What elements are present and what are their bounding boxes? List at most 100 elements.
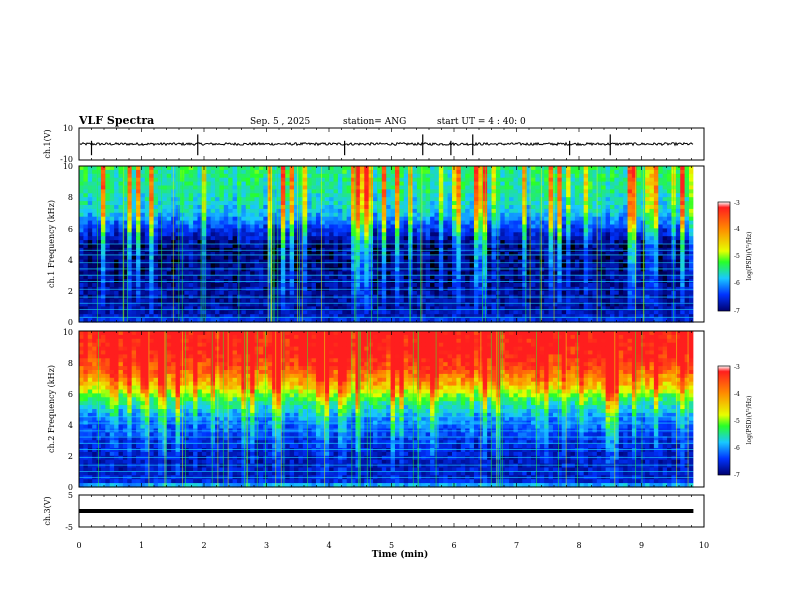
spectrogram-cell [105,169,111,175]
spectrogram-cell [478,283,484,288]
spectrogram-cell [522,275,528,280]
spectrogram-cell [346,290,352,296]
spectrogram-cell [197,283,203,288]
spectrogram-cell [184,181,190,187]
spectrogram-cell [210,201,216,206]
spectrogram-cell [465,267,471,272]
spectrogram-cell [131,290,137,296]
spectrogram-cell [478,236,484,241]
spectrogram-cell [658,181,664,187]
spectrogram-cell [548,208,554,214]
spectrogram-cell [381,244,387,249]
spectrogram-cell [412,169,418,175]
spectrogram-cell [232,236,238,241]
spectrogram-cell [364,298,370,304]
spectrogram-cell [280,232,286,237]
spectrogram-cell [601,193,607,198]
spectrogram-cell [552,177,558,183]
spectrogram-cell [636,263,642,268]
spectrogram-cell [390,205,396,210]
spectrogram-cell [377,275,383,280]
spectrogram-cell [680,251,686,257]
spectrogram-cell [390,185,396,190]
spectrogram-cell [285,169,291,175]
spectrogram-cell [443,244,449,249]
spectrogram-cell [100,228,106,233]
spectrogram-cell [324,275,330,280]
spectrogram-cell [684,181,690,187]
spectrogram-cell [539,177,545,183]
spectrogram-cell [267,290,273,296]
spectrogram-cell [294,267,300,272]
spectrogram-cell [443,275,449,280]
spectrogram-cell [614,193,620,198]
spectrogram-cell [443,220,449,226]
spectrogram-cell [184,193,190,198]
spectrogram-cell [500,197,506,202]
spectrogram-cell [373,259,379,265]
spectrogram-cell [513,259,519,265]
spectrogram-cell [627,166,633,171]
spectrogram-cell [517,263,523,268]
spectrogram-cell [390,232,396,237]
spectrogram-cell [478,185,484,190]
spectrogram-cell [87,283,93,288]
spectrogram-cell [149,166,155,171]
spectrogram-cell [500,255,506,261]
spectrogram-cell [276,181,282,187]
spectrogram-cell [592,212,598,218]
spectrogram-cell [241,166,247,171]
ch1-spectrogram-panel: 0 2 4 6 8 10 ch.1 Frequency (kHz) -3 -4 … [47,162,753,327]
spectrogram-cell [430,232,436,237]
spectrogram-cell [197,232,203,237]
spectrogram-cell [140,169,146,175]
spectrogram-cell [491,228,497,233]
spectrogram-cell [605,205,611,210]
spectrogram-cell [618,240,624,245]
spectrogram-cell [588,236,594,241]
spectrogram-cell [416,228,422,233]
spectrogram-cell [592,240,598,245]
spectrogram-cell [311,185,317,190]
spectrogram-cell [478,189,484,194]
spectrogram-cell [535,267,541,272]
spectrogram-cell [592,220,598,226]
spectrogram-cell [136,267,142,272]
spectrogram-cell [359,189,365,194]
spectrogram-cell [197,290,203,296]
spectrogram-cell [219,263,225,268]
spectrogram-cell [605,169,611,175]
spectrogram-cell [605,263,611,268]
spectrogram-cell [412,251,418,257]
spectrogram-cell [653,298,659,304]
spectrogram-cell [438,244,444,249]
spectrogram-cell [662,251,668,257]
spectrogram-cell [210,263,216,268]
spectrogram-cell [588,275,594,280]
spectrogram-cell [680,169,686,175]
spectrogram-cell [337,263,343,268]
spectrogram-cell [425,166,431,171]
spectrogram-cell [574,298,580,304]
spectrogram-cell [561,263,567,268]
spectrogram-cell [307,197,313,202]
spectrogram-cell [228,263,234,268]
spectrogram-cell [667,193,673,198]
spectrogram-cell [166,208,172,214]
spectrogram-cell [377,263,383,268]
spectrogram-cell [614,185,620,190]
spectrogram-cell [364,197,370,202]
spectrogram-cell [535,244,541,249]
spectrogram-cell [162,275,168,280]
spectrogram-cell [241,205,247,210]
spectrogram-cell [469,255,475,261]
spectrogram-cell [245,181,251,187]
spectrogram-cell [298,236,304,241]
spectrogram-cell [157,205,163,210]
spectrogram-cell [465,255,471,261]
spectrogram-cell [302,232,308,237]
spectrogram-cell [79,267,84,272]
spectrogram-cell [175,263,181,268]
spectrogram-cell [236,263,242,268]
spectrogram-cell [500,232,506,237]
